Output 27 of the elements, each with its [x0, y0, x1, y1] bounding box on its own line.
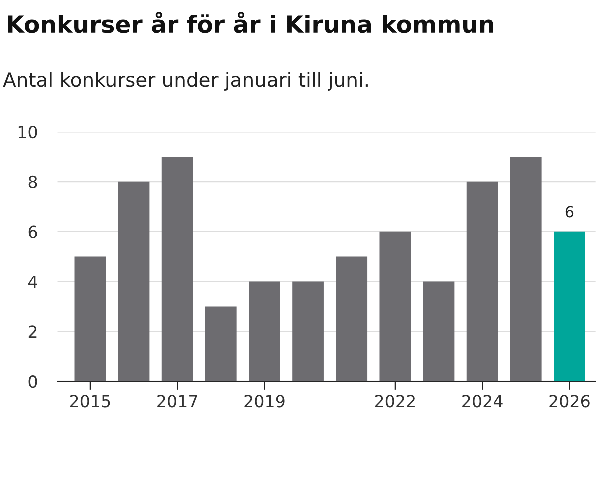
bar [423, 282, 455, 382]
bar [118, 182, 150, 382]
bar [292, 282, 324, 382]
bar [162, 156, 194, 382]
y-tick-label: 6 [28, 226, 38, 238]
y-tick-label: 10 [18, 126, 38, 139]
y-tick-label: 4 [28, 276, 38, 288]
x-tick-label: 2022 [375, 395, 415, 408]
x-tick-label: 2026 [550, 395, 590, 408]
bar [554, 232, 586, 382]
bar [336, 256, 368, 382]
x-tick-label: 2019 [244, 395, 285, 408]
chart-title: Konkurser år för år i Kiruna kommun [8, 12, 494, 34]
bar [205, 306, 237, 382]
x-tick-label: 2015 [70, 395, 110, 408]
bar [74, 256, 106, 382]
y-tick-label: 8 [28, 176, 38, 188]
data-label: 6 [566, 206, 574, 218]
bar [380, 232, 412, 382]
bar [466, 182, 498, 382]
y-tick-label: 2 [28, 326, 37, 338]
x-tick-label: 2017 [158, 395, 198, 408]
x-tick-label: 2024 [462, 395, 503, 408]
bar [510, 156, 542, 382]
chart-subtitle: Antal konkurser under januari till juni. [3, 72, 368, 92]
y-tick-label: 0 [28, 376, 38, 388]
bar [249, 282, 280, 382]
